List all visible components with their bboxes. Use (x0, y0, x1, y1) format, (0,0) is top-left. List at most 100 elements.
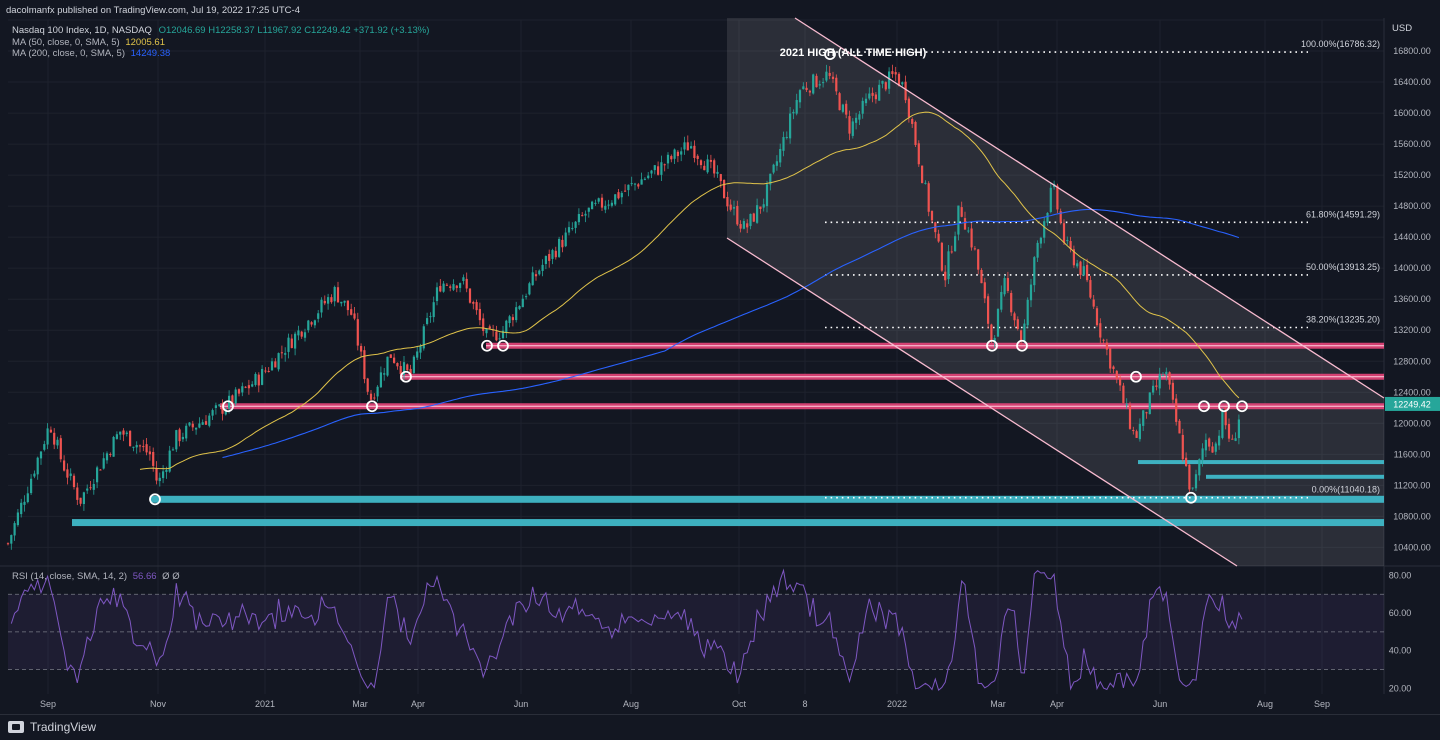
candle-body (828, 72, 831, 76)
candle-body (488, 326, 491, 329)
candle-body (1046, 212, 1049, 223)
ma200-label: MA (200, close, 0, SMA, 5) (12, 48, 125, 59)
candle-body (175, 430, 178, 450)
candle-body (818, 84, 821, 86)
candle-body (630, 183, 633, 185)
candle-body (181, 436, 184, 440)
price-tick-label: 15200.00 (1393, 170, 1431, 180)
touch-markers (149, 48, 1248, 506)
candle-body (1234, 438, 1237, 441)
ma50-legend[interactable]: MA (50, close, 0, SMA, 5) 12005.61 (12, 37, 165, 48)
ma50-line (139, 111, 1240, 470)
candle-body (122, 430, 125, 435)
candle-body (112, 437, 115, 457)
candle-body (333, 287, 336, 302)
time-tick-label: Mar (352, 699, 368, 709)
currency-label: USD (1392, 23, 1413, 34)
candle-body (1043, 221, 1046, 238)
candle-body (1072, 249, 1075, 266)
candle-body (1132, 429, 1135, 432)
candle-body (558, 238, 561, 257)
candle-body (940, 242, 943, 271)
candle-body (330, 297, 333, 303)
candle-body (462, 277, 465, 281)
candle-body (591, 201, 594, 210)
ma200-legend[interactable]: MA (200, close, 0, SMA, 5) 14249.38 (12, 48, 170, 59)
candle-body (577, 214, 580, 223)
ohlc-values: O12046.69 H12258.37 L11967.92 C12249.42 … (158, 25, 430, 36)
channel-upper-line (794, 17, 1385, 399)
touch-marker (481, 339, 493, 352)
candle-body (1201, 448, 1204, 460)
candle-body (937, 233, 940, 242)
candle-body (211, 410, 214, 416)
candle-body (647, 175, 650, 179)
candle-body (614, 194, 617, 205)
candle-body (16, 512, 19, 526)
rsi-tick-label: 80.00 (1389, 570, 1412, 580)
tradingview-logo[interactable]: TradingView (8, 720, 96, 734)
candle-body (508, 316, 511, 324)
candle-body (214, 405, 217, 408)
candle-body (251, 384, 254, 387)
symbol-line: Nasdaq 100 Index, 1D, NASDAQ O12046.69 H… (12, 25, 429, 36)
candle-body (152, 452, 155, 466)
price-tick-label: 16000.00 (1393, 108, 1431, 118)
candle-body (102, 458, 105, 469)
candle-body (439, 285, 442, 292)
candle-body (772, 164, 775, 173)
candle-body (706, 159, 709, 173)
candle-body (1122, 385, 1125, 404)
candle-body (1092, 299, 1095, 307)
candle-body (742, 221, 745, 229)
time-tick-label: Aug (1257, 699, 1273, 709)
candle-body (538, 270, 541, 275)
candle-body (340, 301, 343, 304)
candle-body (86, 488, 89, 491)
candle-body (525, 296, 528, 298)
time-tick-label: Sep (40, 699, 56, 709)
candle-body (43, 444, 46, 450)
support-level (150, 495, 1384, 503)
ma200-value: 14249.38 (130, 48, 171, 59)
rsi-tick-label: 40.00 (1389, 646, 1412, 656)
rsi-legend[interactable]: RSI (14, close, SMA, 14, 2) 56.66 Ø Ø (12, 571, 180, 582)
candle-body (1125, 403, 1128, 406)
candle-body (23, 501, 26, 505)
candle-body (389, 354, 392, 358)
candle-body (416, 351, 419, 358)
candle-body (874, 94, 877, 100)
symbol-name: Nasdaq 100 Index, 1D, NASDAQ (12, 25, 152, 36)
candle-body (109, 454, 112, 456)
candle-body (406, 364, 409, 371)
candle-body (449, 286, 452, 288)
time-tick-label: Jun (1153, 699, 1168, 709)
candle-body (310, 322, 313, 325)
candle-body (162, 471, 165, 479)
candle-body (1089, 280, 1092, 298)
candle-body (838, 93, 841, 111)
candle-body (445, 284, 448, 286)
candle-body (1000, 291, 1003, 310)
candle-body (1079, 261, 1082, 275)
rsi-label: RSI (14, close, SMA, 14, 2) (12, 571, 128, 582)
candle-body (475, 302, 478, 311)
candle-body (980, 269, 983, 284)
candle-body (148, 451, 151, 455)
candle-body (564, 232, 567, 247)
candle-body (746, 223, 749, 228)
candle-body (300, 331, 303, 337)
candle-body (396, 363, 399, 367)
candle-body (66, 469, 69, 478)
candle-body (465, 278, 468, 289)
price-tick-label: 15600.00 (1393, 139, 1431, 149)
candle-body (498, 338, 501, 340)
time-tick-label: 2022 (887, 699, 907, 709)
price-chart[interactable]: 100.00%(16786.32) 61.80%(14591.29) 50.00%(… (0, 0, 1440, 714)
candle-body (188, 422, 191, 426)
price-tick-label: 11600.00 (1394, 449, 1431, 459)
candle-body (244, 386, 247, 388)
candle-body (894, 72, 897, 75)
candle-body (927, 183, 930, 212)
ma50-value: 12005.61 (125, 37, 165, 48)
